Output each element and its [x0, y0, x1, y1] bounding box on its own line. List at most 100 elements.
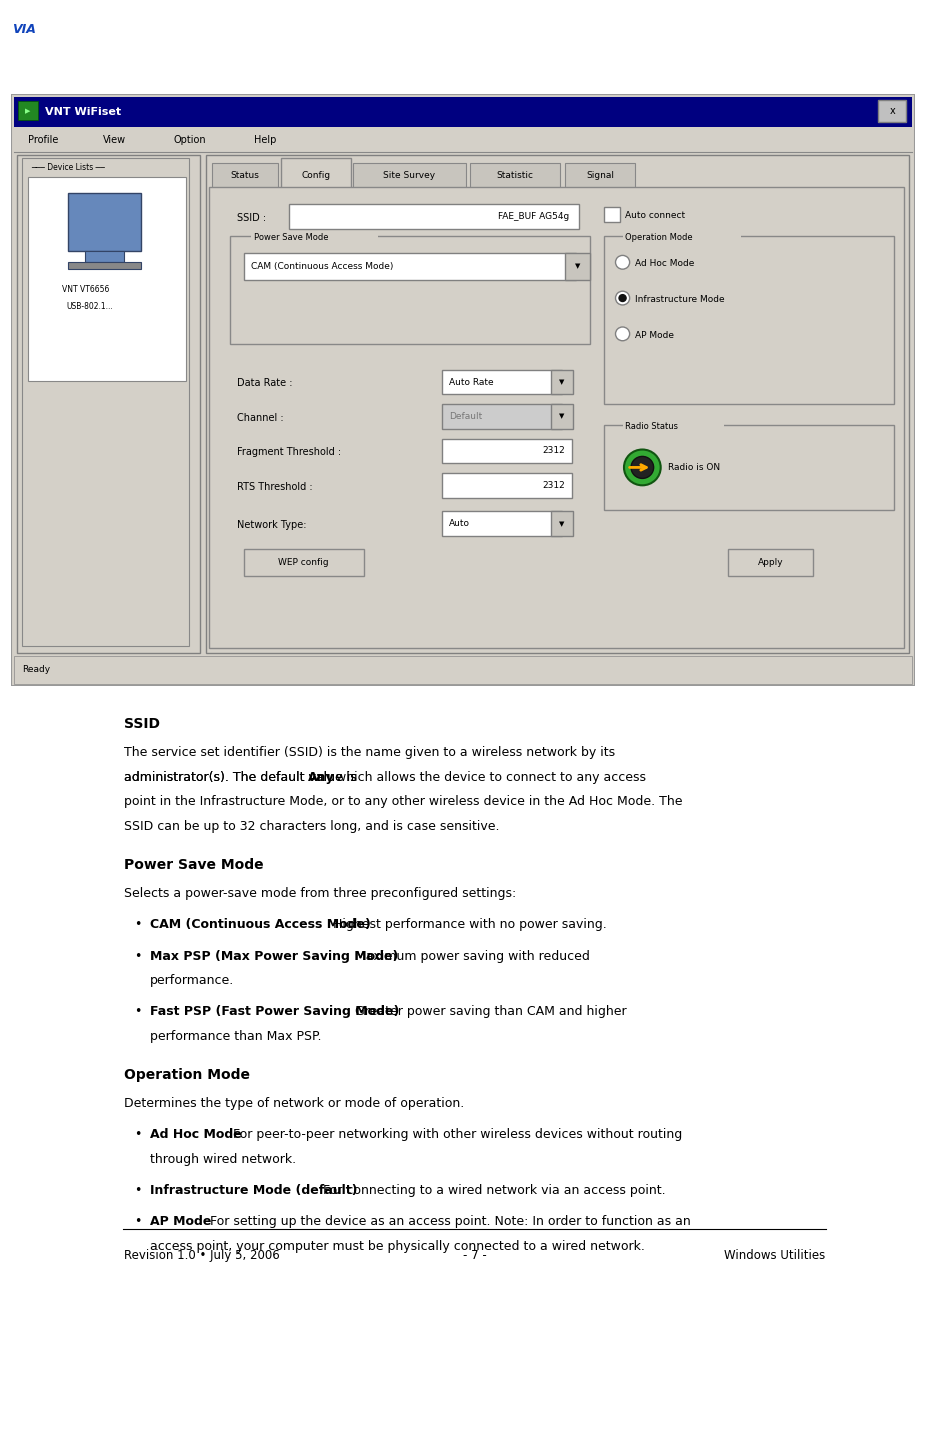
Bar — [289, 205, 579, 229]
Bar — [17, 155, 200, 653]
Text: •: • — [133, 1006, 141, 1019]
Text: VIA Technologies, Inc.: VIA Technologies, Inc. — [169, 194, 306, 207]
Text: administrator(s). The default value is: administrator(s). The default value is — [124, 770, 361, 784]
Text: Fast PSP (Fast Power Saving Mode): Fast PSP (Fast Power Saving Mode) — [150, 1006, 400, 1019]
Text: Status: Status — [231, 171, 259, 180]
Text: Highest performance with no power saving.: Highest performance with no power saving… — [321, 918, 607, 932]
Bar — [605, 207, 619, 222]
Bar — [14, 656, 912, 683]
Text: Selects a power-save mode from three preconfigured settings:: Selects a power-save mode from three pre… — [124, 887, 517, 900]
Text: Determines the type of network or mode of operation.: Determines the type of network or mode o… — [124, 1097, 465, 1110]
Text: Auto: Auto — [449, 519, 469, 528]
Text: ▼: ▼ — [575, 264, 580, 270]
Bar — [442, 370, 562, 395]
Bar — [22, 158, 189, 646]
Bar — [442, 511, 562, 537]
Bar — [14, 128, 912, 152]
Bar — [622, 232, 741, 242]
Circle shape — [616, 292, 630, 305]
Text: SSID: SSID — [124, 717, 160, 731]
Bar — [19, 102, 38, 120]
Bar — [605, 425, 894, 511]
Text: Auto connect: Auto connect — [625, 210, 685, 221]
Text: Signal: Signal — [586, 171, 614, 180]
Text: FAE_BUF AG54g: FAE_BUF AG54g — [497, 212, 569, 222]
Text: Help: Help — [254, 135, 276, 145]
Text: Data Rate :: Data Rate : — [237, 379, 293, 389]
Text: AP Mode: AP Mode — [150, 1216, 211, 1229]
Text: USB-802.1...: USB-802.1... — [66, 302, 113, 311]
Text: •: • — [133, 918, 141, 932]
Circle shape — [616, 255, 630, 270]
Text: performance than Max PSP.: performance than Max PSP. — [150, 1030, 321, 1043]
Text: Power Save Mode: Power Save Mode — [124, 858, 264, 872]
Bar — [68, 263, 141, 270]
Bar — [84, 251, 124, 263]
Text: Power Save Mode: Power Save Mode — [254, 234, 329, 242]
Text: Operation Mode: Operation Mode — [124, 1068, 250, 1082]
Text: Apply: Apply — [758, 559, 783, 567]
Bar — [212, 163, 278, 189]
Circle shape — [619, 295, 627, 302]
Text: VNT VT6656: VNT VT6656 — [62, 286, 109, 295]
Text: Statistic: Statistic — [496, 171, 533, 180]
Text: Ad Hoc Mode: Ad Hoc Mode — [635, 260, 694, 268]
Text: ▼: ▼ — [559, 379, 565, 385]
Bar — [353, 163, 466, 189]
Text: AP Mode: AP Mode — [635, 331, 674, 340]
Text: VIA: VIA — [12, 23, 36, 36]
Bar — [251, 232, 379, 242]
Bar — [622, 421, 724, 431]
Text: SSID :: SSID : — [237, 213, 266, 223]
Text: ▼: ▼ — [559, 521, 565, 527]
Bar — [442, 473, 571, 498]
Text: Maximum power saving with reduced: Maximum power saving with reduced — [343, 949, 590, 962]
Text: VNT WiFiset: VNT WiFiset — [45, 107, 121, 118]
Text: ▶: ▶ — [25, 107, 31, 113]
Circle shape — [631, 457, 654, 479]
Text: Radio is ON: Radio is ON — [668, 463, 720, 472]
Text: Greater power saving than CAM and higher: Greater power saving than CAM and higher — [344, 1006, 627, 1019]
Text: For peer-to-peer networking with other wireless devices without routing: For peer-to-peer networking with other w… — [221, 1129, 682, 1142]
Text: CAM (Continuous Access Mode): CAM (Continuous Access Mode) — [251, 263, 394, 271]
Bar — [230, 237, 590, 344]
Text: , which allows the device to connect to any access: , which allows the device to connect to … — [329, 770, 646, 784]
Text: Profile: Profile — [28, 135, 58, 145]
Text: x: x — [889, 106, 895, 116]
Bar — [244, 252, 576, 280]
Bar — [470, 163, 560, 189]
Circle shape — [616, 326, 630, 341]
Text: View: View — [103, 135, 126, 145]
Text: •: • — [133, 1184, 141, 1197]
Text: RTS Threshold :: RTS Threshold : — [237, 482, 313, 492]
Bar — [551, 403, 573, 429]
Text: Fragment Threshold :: Fragment Threshold : — [237, 447, 341, 457]
Bar — [206, 155, 909, 653]
Bar — [551, 511, 573, 537]
Text: CAM (Continuous Access Mode): CAM (Continuous Access Mode) — [150, 918, 371, 932]
Text: Figure 3. WiFiset—Config: Figure 3. WiFiset—Config — [124, 228, 341, 242]
Text: - 7 -: - 7 - — [463, 1249, 486, 1262]
Text: Operation Mode: Operation Mode — [625, 234, 693, 242]
Text: through wired network.: through wired network. — [150, 1154, 296, 1165]
Text: Default: Default — [449, 412, 482, 421]
Text: Infrastructure Mode: Infrastructure Mode — [635, 295, 725, 303]
Text: SSID can be up to 32 characters long, and is case sensitive.: SSID can be up to 32 characters long, an… — [124, 820, 500, 833]
Bar — [68, 193, 141, 251]
Text: Any: Any — [307, 770, 334, 784]
Text: For setting up the device as an access point. Note: In order to function as an: For setting up the device as an access p… — [198, 1216, 691, 1229]
Text: For connecting to a wired network via an access point.: For connecting to a wired network via an… — [311, 1184, 666, 1197]
Text: •: • — [133, 949, 141, 962]
Text: Infrastructure Mode (default): Infrastructure Mode (default) — [150, 1184, 357, 1197]
Text: Ad Hoc Mode: Ad Hoc Mode — [150, 1129, 242, 1142]
Bar — [605, 237, 894, 403]
Bar — [281, 158, 352, 189]
Text: point in the Infrastructure Mode, or to any other wireless device in the Ad Hoc : point in the Infrastructure Mode, or to … — [124, 795, 682, 808]
Text: Site Survey: Site Survey — [383, 171, 435, 180]
Text: access point, your computer must be physically connected to a wired network.: access point, your computer must be phys… — [150, 1241, 645, 1254]
Bar — [14, 97, 912, 128]
Text: Channel :: Channel : — [237, 414, 283, 422]
Text: Auto Rate: Auto Rate — [449, 377, 494, 386]
Bar — [729, 548, 813, 576]
Bar — [442, 438, 571, 463]
